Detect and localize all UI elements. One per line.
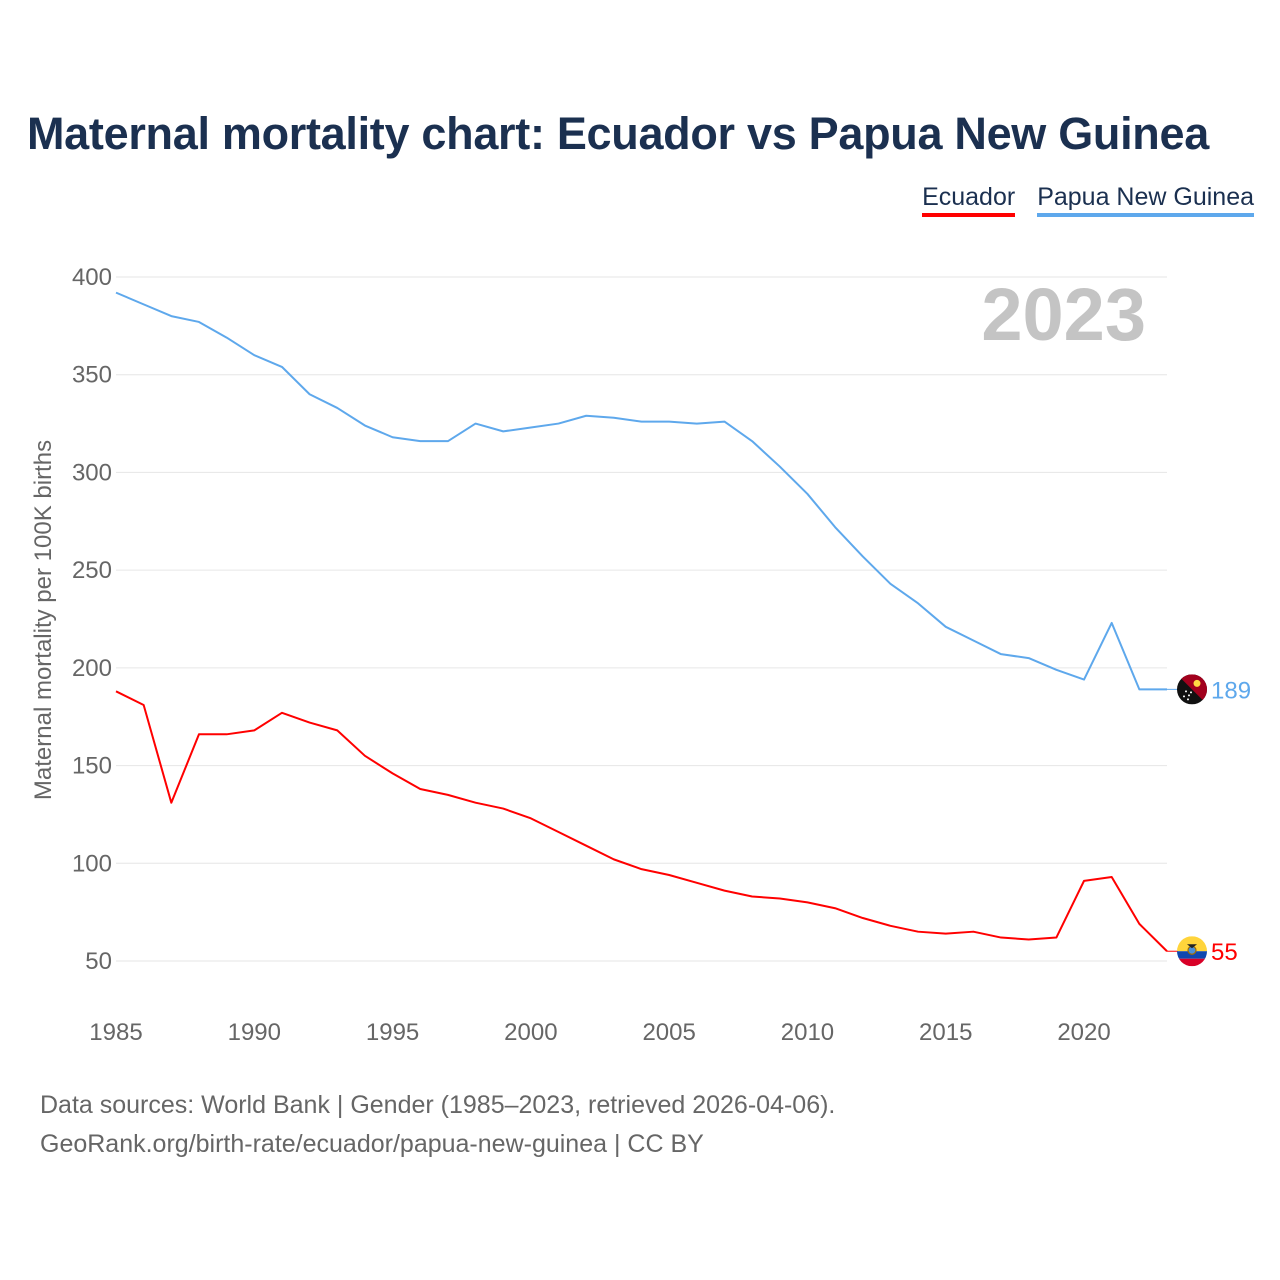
x-tick-label: 2000 (504, 1019, 557, 1046)
footer-sources: Data sources: World Bank | Gender (1985–… (40, 1091, 836, 1119)
y-tick-label: 100 (72, 850, 112, 877)
y-tick-label: 350 (72, 362, 112, 389)
series-line-papua-new-guinea (115, 291, 1167, 691)
x-tick-label: 2020 (1057, 1019, 1110, 1046)
end-value-label-papua-new-guinea: 189 (1211, 677, 1251, 704)
y-axis-label: Maternal mortality per 100K births (30, 440, 57, 800)
y-tick-label: 300 (72, 459, 112, 486)
series-line-ecuador (115, 690, 1168, 952)
y-tick-label: 250 (72, 557, 112, 584)
flag-star (1187, 698, 1189, 701)
x-tick-label: 2010 (781, 1019, 834, 1046)
flag-condor (1187, 944, 1197, 949)
flag-blue (1177, 951, 1207, 959)
flag-star (1185, 690, 1187, 693)
flag-body (1177, 674, 1207, 705)
flag-star (1183, 695, 1185, 698)
flag-bird (1193, 679, 1201, 687)
y-tick-label: 400 (72, 264, 112, 291)
x-tick-label: 1985 (89, 1019, 142, 1046)
y-tick-label: 150 (72, 753, 112, 780)
year-watermark: 2023 (981, 273, 1146, 356)
legend-papua-new-guinea[interactable]: Papua New Guinea (1037, 183, 1254, 217)
flag-red (1177, 958, 1207, 967)
legend: Ecuador Papua New Guinea (922, 183, 1254, 217)
x-tick-label: 2015 (919, 1019, 972, 1046)
ecuador-flag-icon (1177, 936, 1207, 967)
x-tick-label: 2005 (642, 1019, 695, 1046)
footer: Data sources: World Bank | Gender (1985–… (40, 1086, 835, 1164)
flag-star (1190, 691, 1192, 694)
chart-title: Maternal mortality chart: Ecuador vs Pap… (27, 108, 1209, 159)
footer-link[interactable]: GeoRank.org/birth-rate/ecuador/papua-new… (40, 1130, 704, 1158)
papua-new-guinea-flag-icon (1177, 674, 1207, 705)
flag-star (1188, 694, 1190, 697)
flag-yellow (1177, 936, 1207, 952)
y-tick-label: 200 (72, 655, 112, 682)
y-tick-label: 50 (85, 948, 112, 975)
flag-body (1177, 936, 1207, 967)
end-value-label-ecuador: 55 (1211, 939, 1238, 966)
x-tick-label: 1995 (366, 1019, 419, 1046)
x-tick-label: 1990 (228, 1019, 281, 1046)
legend-ecuador[interactable]: Ecuador (922, 183, 1016, 217)
